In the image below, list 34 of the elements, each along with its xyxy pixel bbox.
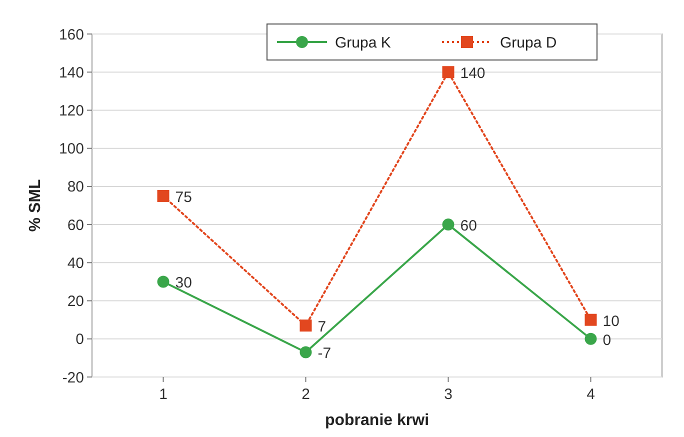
- y-tick-label: -20: [62, 369, 84, 386]
- data-label: 10: [602, 312, 620, 330]
- x-tick-label: 2: [302, 386, 310, 403]
- data-label: 60: [460, 218, 477, 235]
- data-label: 140: [460, 65, 486, 82]
- data-label: 0: [602, 332, 612, 349]
- data-label: -7: [318, 345, 332, 362]
- y-axis-title: % SML: [27, 179, 44, 232]
- y-tick-label: 140: [58, 64, 84, 82]
- data-label: 30: [175, 274, 192, 292]
- point: [584, 314, 597, 326]
- point: [300, 346, 312, 358]
- point: [442, 66, 454, 78]
- legend-label: Grupa K: [335, 34, 391, 52]
- x-tick-label: 3: [444, 386, 452, 403]
- y-tick-label: 0: [76, 331, 84, 348]
- point: [157, 190, 170, 202]
- point: [584, 332, 597, 345]
- point: [157, 276, 170, 288]
- data-label: 75: [175, 188, 192, 206]
- x-axis-title: pobranie krwi: [324, 412, 430, 429]
- x-tick-label: 4: [586, 386, 595, 403]
- x-tick-label: 1: [159, 386, 168, 403]
- point: [442, 218, 454, 231]
- y-tick-label: 80: [67, 178, 84, 196]
- data-label: 7: [318, 318, 326, 336]
- y-tick-label: 100: [58, 140, 84, 158]
- y-tick-label: 120: [58, 102, 84, 120]
- legend-label: Grupa D: [500, 34, 557, 52]
- y-tick-label: 60: [67, 216, 84, 234]
- point: [300, 320, 312, 332]
- y-tick-label: 40: [67, 254, 84, 272]
- y-tick-label: 160: [58, 26, 84, 44]
- y-tick-label: 20: [67, 293, 84, 310]
